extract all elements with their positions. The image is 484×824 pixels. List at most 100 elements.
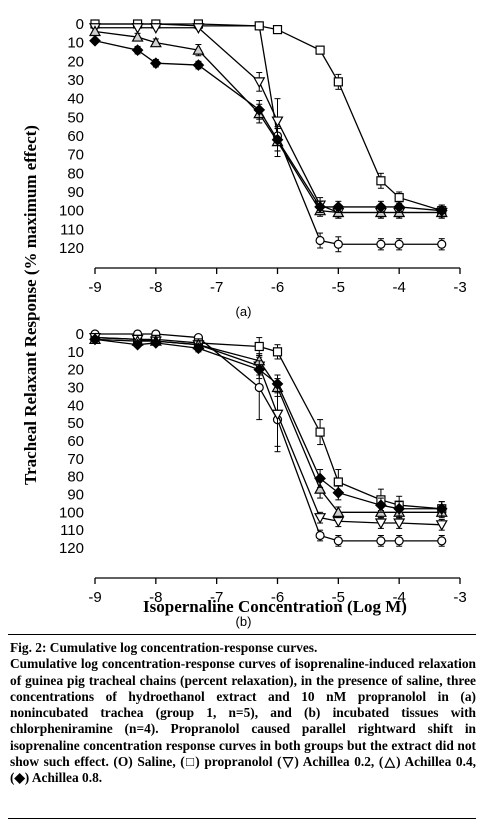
y-tick-label: 40 (67, 91, 84, 108)
data-point-triangle-down (271, 116, 284, 128)
data-point-square (272, 25, 283, 35)
data-point-triangle-up (192, 43, 205, 55)
y-tick-label: 110 (60, 522, 84, 539)
x-tick-label: -6 (271, 279, 284, 296)
x-tick-label: -7 (210, 589, 223, 606)
data-point-triangle-up (332, 506, 345, 517)
y-tick-label: 0 (76, 326, 84, 343)
series-line (94, 336, 442, 510)
data-point-diamond (435, 204, 448, 217)
y-tick-label: 80 (67, 165, 84, 182)
data-point-circle (376, 536, 386, 546)
caption-title: Fig. 2: Cumulative log concentration-res… (10, 640, 318, 655)
series-line (94, 40, 442, 212)
caption-bottom-divider (8, 818, 476, 819)
caption-body: Cumulative log concentration-response cu… (10, 656, 476, 786)
y-tick-label: 120 (59, 240, 84, 257)
y-tick-label: 20 (67, 53, 84, 70)
data-point-triangle-down (314, 513, 327, 524)
data-point-diamond (271, 133, 284, 146)
data-point-square (315, 45, 325, 55)
data-point-triangle-up (149, 36, 162, 48)
data-point-diamond (332, 486, 345, 499)
x-tick-label: -8 (149, 589, 162, 606)
y-tick-label: 20 (67, 362, 84, 379)
y-tick-label: 40 (67, 397, 84, 414)
y-tick-label: 100 (59, 504, 84, 521)
y-tick-label: 0 (76, 16, 84, 33)
data-point-square (315, 427, 325, 437)
data-point-diamond (192, 342, 205, 355)
data-point-square (272, 347, 283, 357)
data-point-diamond (149, 57, 162, 70)
data-point-diamond (375, 201, 387, 213)
y-tick-label: 10 (67, 344, 84, 361)
panel-label: (a) (236, 304, 252, 319)
series-line (95, 27, 442, 214)
series-achillea-0-4 (88, 25, 448, 219)
data-point-diamond (332, 201, 345, 213)
series-line (94, 30, 442, 214)
series-achillea-0-2 (88, 332, 448, 532)
x-tick-label: -4 (392, 589, 405, 606)
data-point-circle (333, 536, 343, 546)
data-point-triangle-down (192, 23, 205, 34)
data-point-triangle-down (253, 77, 266, 89)
x-tick-label: -5 (332, 279, 345, 296)
y-tick-label: 120 (59, 540, 84, 557)
series-line (94, 338, 442, 513)
caption-divider (8, 634, 476, 635)
data-point-circle (315, 235, 325, 246)
x-tick-label: -9 (88, 589, 101, 606)
data-point-diamond (271, 378, 284, 390)
series-line (95, 333, 442, 542)
data-point-diamond (375, 499, 387, 512)
data-point-circle (394, 536, 404, 546)
data-point-square (254, 341, 264, 352)
data-point-diamond (435, 502, 448, 515)
series-achillea-0-4 (88, 333, 448, 519)
y-tick-label: 60 (67, 128, 84, 145)
data-point-diamond (131, 338, 144, 351)
data-point-diamond (131, 44, 144, 56)
data-point-circle (333, 239, 343, 249)
data-point-triangle-down (271, 409, 284, 421)
y-tick-label: 60 (67, 433, 84, 450)
figure-chart: Tracheal Relaxant Response (% maximum ef… (21, 16, 467, 629)
x-tick-label: -3 (453, 589, 466, 606)
data-point-diamond (89, 34, 101, 47)
y-tick-label: 100 (59, 203, 84, 220)
x-tick-label: -7 (210, 279, 223, 296)
x-axis-title: Isopernaline Concentration (Log M) (143, 597, 407, 616)
data-point-diamond (393, 502, 406, 515)
data-point-square (333, 477, 343, 487)
x-tick-label: -9 (88, 279, 101, 296)
data-point-diamond (253, 363, 266, 376)
y-tick-label: 70 (67, 147, 84, 164)
data-point-square (376, 176, 386, 186)
data-point-square (333, 77, 343, 87)
y-tick-label: 80 (67, 469, 84, 486)
data-point-diamond (314, 472, 326, 485)
data-point-circle (315, 530, 325, 541)
y-tick-label: 30 (67, 380, 84, 397)
data-point-triangle-down (131, 23, 144, 34)
data-point-triangle-up (314, 482, 327, 494)
series-line (94, 336, 442, 526)
data-point-triangle-up (131, 30, 144, 42)
x-tick-label: -8 (149, 279, 162, 296)
series-achillea-0-8 (89, 34, 448, 217)
y-tick-label: 50 (67, 109, 84, 126)
data-point-diamond (89, 333, 101, 346)
figure-caption: Fig. 2: Cumulative log concentration-res… (10, 640, 476, 787)
data-point-circle (437, 536, 447, 546)
y-axis-title: Tracheal Relaxant Response (% maximum ef… (21, 125, 40, 485)
series-achillea-0-2 (88, 23, 448, 219)
y-tick-label: 90 (67, 184, 84, 201)
data-point-circle (254, 382, 264, 393)
series-propranolol (90, 19, 447, 217)
data-point-triangle-down (435, 520, 448, 532)
x-tick-label: -3 (453, 279, 466, 296)
data-point-triangle-down (374, 518, 387, 530)
